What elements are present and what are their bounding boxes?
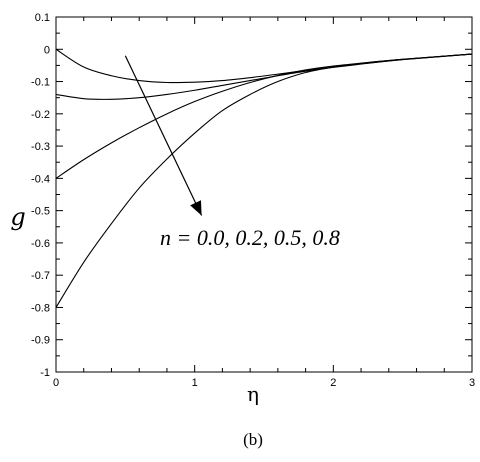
y-tick-label: -0.4 [31, 173, 50, 185]
series-line-3 [55, 53, 473, 179]
y-tick-label: 0.1 [35, 12, 50, 24]
series-line-4 [55, 53, 473, 308]
x-tick-label: 1 [192, 377, 198, 389]
y-tick-label: -0.2 [31, 109, 50, 121]
y-tick-label: -0.3 [31, 141, 50, 153]
x-tick-label: 2 [330, 377, 336, 389]
x-axis-label: η [247, 382, 259, 406]
y-tick-label: -0.7 [31, 270, 50, 282]
y-tick-label: -0.6 [31, 238, 50, 250]
y-tick-label: -0.8 [31, 302, 50, 314]
y-tick-label: -0.1 [31, 77, 50, 89]
trend-arrow-shaft [124, 55, 203, 216]
x-tick-label: 3 [469, 377, 475, 389]
chart-marks: 0.1 0 -0.1 -0.2 -0.3 -0.4 -0.5 -0.6 -0.7 -0.8 -0.9… [31, 12, 475, 389]
trend-arrow-head [190, 200, 202, 216]
y-axis-label: g [10, 203, 25, 231]
y-tick-label: 0 [44, 44, 50, 56]
figure-caption: (b) [243, 430, 263, 449]
y-tick-label: -0.5 [31, 206, 50, 218]
series-line-2 [55, 53, 473, 100]
plot-frame [55, 16, 473, 373]
annotation-label: n = 0.0, 0.2, 0.5, 0.8 [160, 225, 340, 250]
y-tick-label: -0.9 [31, 335, 50, 347]
x-tick-label: 0 [53, 377, 59, 389]
y-tick-label: -1 [40, 367, 50, 379]
